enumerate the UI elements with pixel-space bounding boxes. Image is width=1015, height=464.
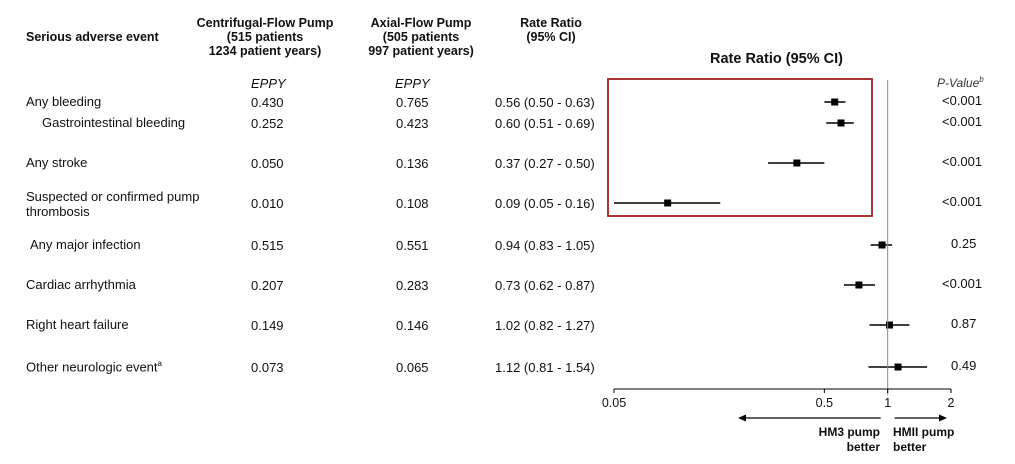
- ratio-column-header: Rate Ratio (95% CI): [506, 16, 596, 44]
- event-label-text: Right heart failure: [26, 317, 129, 332]
- rate-ratio-value: 0.09 (0.05 - 0.16): [495, 196, 595, 211]
- event-label-text: Other neurologic event: [26, 359, 158, 375]
- p-value: <0.001: [942, 276, 983, 291]
- hmii-better-line2: better: [893, 440, 927, 454]
- point-estimate: [855, 281, 863, 289]
- event-label-text: Gastrointestinal bleeding: [42, 115, 186, 130]
- hmii-better-line1: HMII pump: [893, 425, 955, 439]
- hm3-better-line2: better: [846, 440, 880, 454]
- right-arrow-head: [939, 414, 947, 422]
- event-label-text: Any stroke: [26, 155, 88, 170]
- p-value: <0.001: [942, 194, 983, 209]
- event-label-sup: a: [157, 359, 162, 368]
- point-estimate: [878, 241, 886, 249]
- axial-column-header: Axial-Flow Pump (505 patients 997 patien…: [354, 16, 488, 58]
- point-estimate: [793, 159, 801, 167]
- event-label: Any major infection: [30, 237, 141, 252]
- p-value: <0.001: [942, 93, 983, 108]
- centrifugal-eppy-value: 0.010: [251, 196, 284, 211]
- point-estimate: [831, 98, 839, 106]
- p-value: 0.49: [951, 358, 977, 373]
- x-tick-label: 2: [947, 396, 955, 410]
- point-estimate: [894, 363, 902, 371]
- hm3-better-label: HM3 pump better: [800, 425, 880, 455]
- event-column-header: Serious adverse event: [26, 30, 159, 44]
- rate-ratio-value: 0.94 (0.83 - 1.05): [495, 238, 595, 253]
- axial-eppy-value: 0.146: [396, 318, 429, 333]
- axial-eppy-value: 0.108: [396, 196, 429, 211]
- axial-eppy-value: 0.283: [396, 278, 429, 293]
- pvalue-header: P-Valueb: [937, 75, 984, 90]
- rate-ratio-value: 0.37 (0.27 - 0.50): [495, 156, 595, 171]
- centrifugal-eppy-value: 0.050: [251, 156, 284, 171]
- event-label-text: Any major infection: [30, 237, 141, 252]
- highlight-box: [607, 78, 873, 217]
- point-estimate: [885, 321, 893, 329]
- centrifugal-header-line3: 1234 patient years): [208, 44, 322, 58]
- p-value: 0.87: [951, 316, 977, 331]
- hmii-better-label: HMII pump better: [893, 425, 954, 455]
- p-value: <0.001: [942, 114, 983, 129]
- centrifugal-eppy-value: 0.252: [251, 116, 284, 131]
- axial-header-line3: 997 patient years): [368, 44, 474, 58]
- event-label-text: Any bleeding: [26, 94, 102, 109]
- event-label: Any bleeding: [26, 94, 101, 109]
- p-value: 0.25: [951, 236, 977, 251]
- rate-ratio-value: 0.73 (0.62 - 0.87): [495, 278, 595, 293]
- centrifugal-header-line2: (515 patients: [226, 30, 304, 44]
- hm3-better-line1: HM3 pump: [818, 425, 880, 439]
- event-label: Suspected or confirmed pump thrombosis: [26, 189, 199, 219]
- axial-eppy-value: 0.065: [396, 360, 429, 375]
- centrifugal-eppy-value: 0.149: [251, 318, 284, 333]
- axial-eppy-value: 0.136: [396, 156, 429, 171]
- x-tick-label: 0.05: [601, 396, 627, 410]
- event-label: Cardiac arrhythmia: [26, 277, 136, 292]
- centrifugal-eppy-value: 0.073: [251, 360, 284, 375]
- ratio-header-line2: (95% CI): [526, 30, 576, 44]
- pvalue-header-sup: b: [979, 75, 984, 84]
- rate-ratio-value: 1.12 (0.81 - 1.54): [495, 360, 595, 375]
- centrifugal-eppy-label: EPPY: [251, 76, 286, 91]
- axial-header-line1: Axial-Flow Pump: [370, 16, 472, 30]
- event-label-text: Cardiac arrhythmia: [26, 277, 136, 292]
- axial-header-line2: (505 patients: [382, 30, 460, 44]
- event-label: Right heart failure: [26, 317, 129, 332]
- event-label-line1: Suspected or confirmed pump: [26, 189, 200, 204]
- event-label: Any stroke: [26, 155, 87, 170]
- axial-eppy-value: 0.423: [396, 116, 429, 131]
- axial-eppy-value: 0.551: [396, 238, 429, 253]
- plot-title: Rate Ratio (95% CI): [710, 51, 843, 67]
- centrifugal-eppy-value: 0.207: [251, 278, 284, 293]
- event-label-line2: thrombosis: [26, 204, 90, 219]
- centrifugal-eppy-value: 0.515: [251, 238, 284, 253]
- left-arrow-head: [738, 414, 746, 422]
- rate-ratio-value: 1.02 (0.82 - 1.27): [495, 318, 595, 333]
- p-value: <0.001: [942, 154, 983, 169]
- rate-ratio-value: 0.56 (0.50 - 0.63): [495, 95, 595, 110]
- point-estimate: [837, 119, 845, 127]
- pvalue-header-text: P-Value: [937, 76, 980, 90]
- x-tick-label: 1: [884, 396, 892, 410]
- x-tick-label: 0.5: [815, 396, 834, 410]
- ratio-header-line1: Rate Ratio: [520, 16, 582, 30]
- centrifugal-eppy-value: 0.430: [251, 95, 284, 110]
- event-label: Gastrointestinal bleeding: [42, 115, 185, 130]
- axial-eppy-value: 0.765: [396, 95, 429, 110]
- rate-ratio-value: 0.60 (0.51 - 0.69): [495, 116, 595, 131]
- point-estimate: [664, 199, 672, 207]
- axial-eppy-label: EPPY: [395, 76, 430, 91]
- event-label: Other neurologic eventa: [26, 359, 162, 374]
- centrifugal-header-line1: Centrifugal-Flow Pump: [196, 16, 334, 30]
- centrifugal-column-header: Centrifugal-Flow Pump (515 patients 1234…: [190, 16, 340, 58]
